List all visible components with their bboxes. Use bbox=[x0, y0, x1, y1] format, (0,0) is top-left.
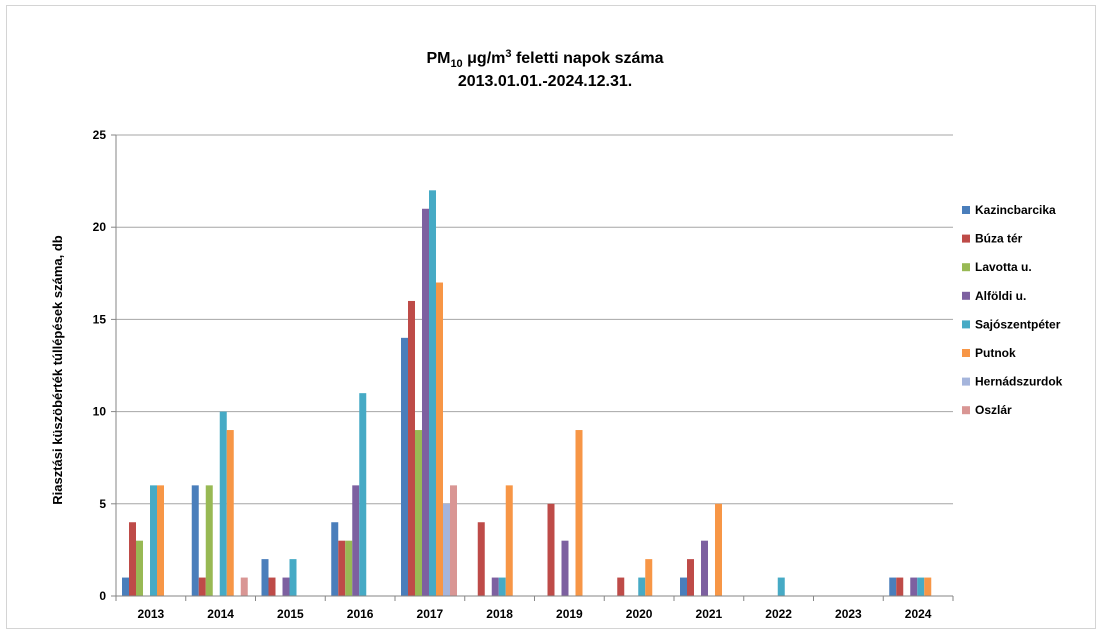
legend-label: Sajószentpéter bbox=[975, 317, 1061, 331]
bar bbox=[498, 577, 506, 596]
bars bbox=[122, 190, 932, 596]
bar bbox=[575, 430, 583, 596]
y-tick-label: 10 bbox=[93, 405, 107, 419]
bar bbox=[429, 190, 436, 596]
bar bbox=[122, 577, 129, 596]
legend-swatch bbox=[962, 406, 970, 415]
bar bbox=[701, 540, 708, 596]
x-tick-label: 2023 bbox=[835, 607, 862, 621]
x-tick-label: 2013 bbox=[138, 607, 165, 621]
bar bbox=[219, 411, 227, 596]
bar bbox=[645, 559, 653, 596]
bar bbox=[547, 503, 555, 596]
axes: 0 5 10 15 20 25 2013 2014 2015 2016 2017 2018 2019 20… bbox=[93, 128, 954, 621]
legend-swatch bbox=[962, 349, 970, 357]
x-tick-label: 2024 bbox=[905, 607, 932, 621]
legend-label: Kazincbarcika bbox=[975, 203, 1056, 217]
y-tick-label: 5 bbox=[99, 497, 106, 511]
legend-swatch bbox=[962, 291, 970, 300]
x-tick-label: 2016 bbox=[347, 607, 374, 621]
y-axis-title: Riasztási küszöbérték túllépések száma, … bbox=[50, 235, 65, 505]
bar bbox=[240, 577, 248, 596]
bar bbox=[415, 430, 422, 596]
bar bbox=[408, 300, 415, 596]
bar bbox=[136, 540, 143, 596]
bar bbox=[638, 577, 646, 596]
x-tick-label: 2015 bbox=[277, 607, 304, 621]
bar bbox=[401, 337, 408, 596]
bar bbox=[617, 577, 625, 596]
bar bbox=[561, 540, 569, 596]
bar bbox=[359, 393, 367, 596]
bar bbox=[129, 522, 136, 596]
bar bbox=[226, 430, 234, 596]
legend-label: Lavotta u. bbox=[975, 260, 1032, 274]
bar bbox=[268, 577, 276, 596]
legend-label: Hernádszurdok bbox=[975, 375, 1063, 389]
legend: Kazincbarcika Búza tér Lavotta u. Alföldi u… bbox=[962, 203, 1063, 417]
bar bbox=[896, 577, 904, 596]
chart-title: PM10 μg/m3 feletti napok száma bbox=[426, 48, 663, 70]
y-tick-label: 25 bbox=[93, 128, 107, 142]
x-tick-label: 2020 bbox=[626, 607, 653, 621]
bar bbox=[352, 485, 360, 596]
bar bbox=[680, 577, 687, 596]
bar bbox=[191, 485, 199, 596]
x-tick-label: 2018 bbox=[486, 607, 513, 621]
bar bbox=[477, 522, 485, 596]
bar bbox=[889, 577, 897, 596]
bar bbox=[505, 485, 513, 596]
bar bbox=[450, 485, 457, 596]
bar bbox=[910, 577, 918, 596]
bar bbox=[282, 577, 290, 596]
bar bbox=[443, 503, 450, 596]
bar bbox=[205, 485, 213, 596]
bar bbox=[422, 208, 429, 596]
legend-label: Oszlár bbox=[975, 403, 1012, 417]
chart-frame: PM10 μg/m3 feletti napok száma 2013.01.0… bbox=[6, 5, 1096, 629]
x-tick-label: 2017 bbox=[417, 607, 444, 621]
bar bbox=[715, 503, 722, 596]
x-tick-label: 2019 bbox=[556, 607, 583, 621]
bar bbox=[157, 485, 164, 596]
x-tick-label: 2021 bbox=[696, 607, 723, 621]
bar bbox=[150, 485, 157, 596]
y-tick-label: 20 bbox=[93, 220, 107, 234]
bar bbox=[331, 522, 339, 596]
y-tick-label: 15 bbox=[93, 312, 107, 326]
legend-swatch bbox=[962, 206, 970, 214]
legend-label: Búza tér bbox=[975, 232, 1023, 246]
bar bbox=[436, 282, 443, 596]
legend-swatch bbox=[962, 377, 970, 386]
bar bbox=[687, 559, 694, 596]
legend-label: Putnok bbox=[975, 346, 1016, 360]
legend-swatch bbox=[962, 263, 970, 272]
legend-label: Alföldi u. bbox=[975, 289, 1026, 303]
chart-subtitle: 2013.01.01.-2024.12.31. bbox=[458, 73, 632, 90]
legend-swatch bbox=[962, 320, 970, 329]
bar bbox=[261, 559, 269, 596]
bar bbox=[345, 540, 353, 596]
bar bbox=[777, 577, 785, 596]
bar bbox=[924, 577, 932, 596]
bar bbox=[338, 540, 346, 596]
y-tick-label: 0 bbox=[99, 589, 106, 603]
chart-canvas: PM10 μg/m3 feletti napok száma 2013.01.0… bbox=[50, 48, 1063, 621]
bar bbox=[198, 577, 206, 596]
x-tick-label: 2022 bbox=[765, 607, 792, 621]
bar bbox=[917, 577, 925, 596]
gridlines bbox=[116, 134, 953, 505]
x-tick-label: 2014 bbox=[207, 607, 234, 621]
legend-swatch bbox=[962, 234, 970, 243]
bar bbox=[491, 577, 499, 596]
bar bbox=[289, 559, 297, 596]
